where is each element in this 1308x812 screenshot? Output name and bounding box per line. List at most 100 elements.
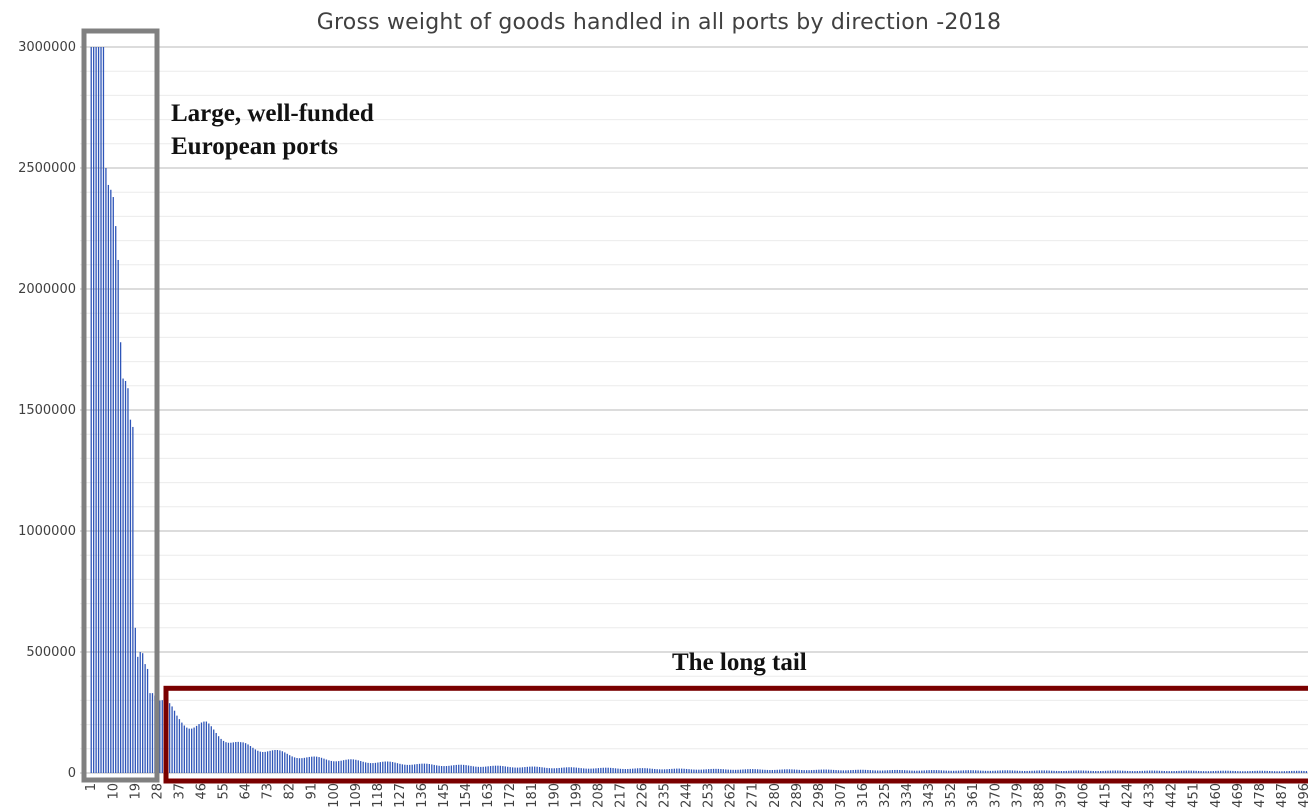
bar — [536, 766, 538, 773]
x-tick-label: 442 — [1165, 783, 1180, 808]
bar — [137, 656, 139, 773]
bar — [357, 760, 359, 773]
bar — [497, 765, 499, 773]
bar — [597, 768, 600, 773]
bar — [1114, 770, 1116, 773]
bar — [558, 767, 560, 773]
bar — [658, 769, 661, 773]
bar — [1001, 770, 1004, 773]
bar — [791, 769, 793, 773]
bar — [926, 770, 928, 773]
bar — [1038, 770, 1041, 773]
bar — [289, 755, 291, 773]
bar — [783, 769, 786, 773]
long-tail-box — [163, 685, 1308, 784]
bar — [727, 769, 729, 773]
bar — [761, 769, 764, 773]
bar — [1202, 771, 1205, 773]
bar — [132, 426, 134, 773]
bar — [119, 342, 122, 773]
bar — [587, 768, 590, 773]
bar — [127, 388, 129, 773]
bar — [1185, 770, 1188, 773]
bar — [453, 765, 455, 773]
annotation-large-ports-line-2: European ports — [171, 133, 338, 160]
bar — [494, 765, 497, 773]
bar — [480, 766, 482, 773]
bar — [1021, 770, 1023, 773]
bar — [1036, 770, 1038, 773]
x-tick-label: 406 — [1077, 783, 1092, 808]
bar — [842, 770, 845, 773]
bar — [879, 770, 881, 773]
bar — [1259, 770, 1261, 773]
bar — [1073, 770, 1075, 773]
bar — [852, 769, 854, 773]
bar — [205, 721, 208, 773]
x-tick-label: 163 — [481, 783, 496, 808]
bar — [832, 769, 835, 773]
y-tick-label: 500000 — [26, 645, 76, 660]
bar — [820, 769, 822, 773]
bar — [1244, 771, 1246, 773]
bar — [254, 749, 257, 773]
bar — [962, 770, 965, 773]
bar — [1222, 770, 1224, 773]
bar — [95, 47, 97, 773]
bar — [284, 752, 286, 773]
bar — [1210, 771, 1212, 773]
bar — [306, 757, 308, 773]
bar — [433, 764, 435, 773]
bar — [296, 757, 298, 773]
x-tick-label: 127 — [393, 783, 408, 808]
x-tick-label: 46 — [195, 783, 210, 800]
bar — [703, 769, 705, 773]
bar — [1269, 771, 1271, 773]
bar — [764, 769, 766, 773]
bar — [1028, 770, 1031, 773]
bar — [957, 770, 960, 773]
x-tick-label: 352 — [944, 783, 959, 808]
bar — [191, 728, 193, 773]
bar — [502, 766, 504, 773]
bar — [360, 761, 362, 773]
bar — [352, 759, 355, 773]
bar — [570, 767, 573, 773]
bar — [102, 47, 105, 773]
bar — [556, 768, 558, 773]
bar — [1112, 770, 1114, 773]
bar — [874, 770, 876, 773]
bar — [872, 770, 874, 773]
bar — [828, 769, 830, 773]
bar — [409, 764, 411, 773]
bar — [161, 700, 163, 773]
bar — [999, 770, 1001, 773]
bar — [230, 742, 232, 773]
bar — [423, 763, 426, 773]
bar — [1102, 770, 1104, 773]
bar — [1168, 771, 1170, 773]
bar — [627, 768, 629, 773]
x-tick-label: 325 — [878, 783, 893, 808]
bar — [933, 770, 935, 773]
bar — [997, 770, 999, 773]
bar — [717, 768, 720, 773]
bar — [573, 767, 575, 773]
bar — [585, 768, 587, 773]
bar — [864, 769, 867, 773]
bar — [994, 770, 996, 773]
bar — [1283, 771, 1286, 773]
y-tick-label: 2500000 — [18, 161, 76, 176]
bar — [632, 768, 634, 773]
gridlines — [80, 46, 1308, 774]
bar — [301, 758, 303, 773]
bar — [1227, 770, 1229, 773]
bar — [1298, 770, 1300, 773]
bar — [945, 770, 947, 773]
bar — [754, 769, 756, 773]
x-tick-label: 415 — [1099, 783, 1114, 808]
bar — [847, 770, 849, 773]
bar — [509, 767, 511, 773]
bar — [734, 769, 737, 773]
bar — [487, 766, 489, 773]
